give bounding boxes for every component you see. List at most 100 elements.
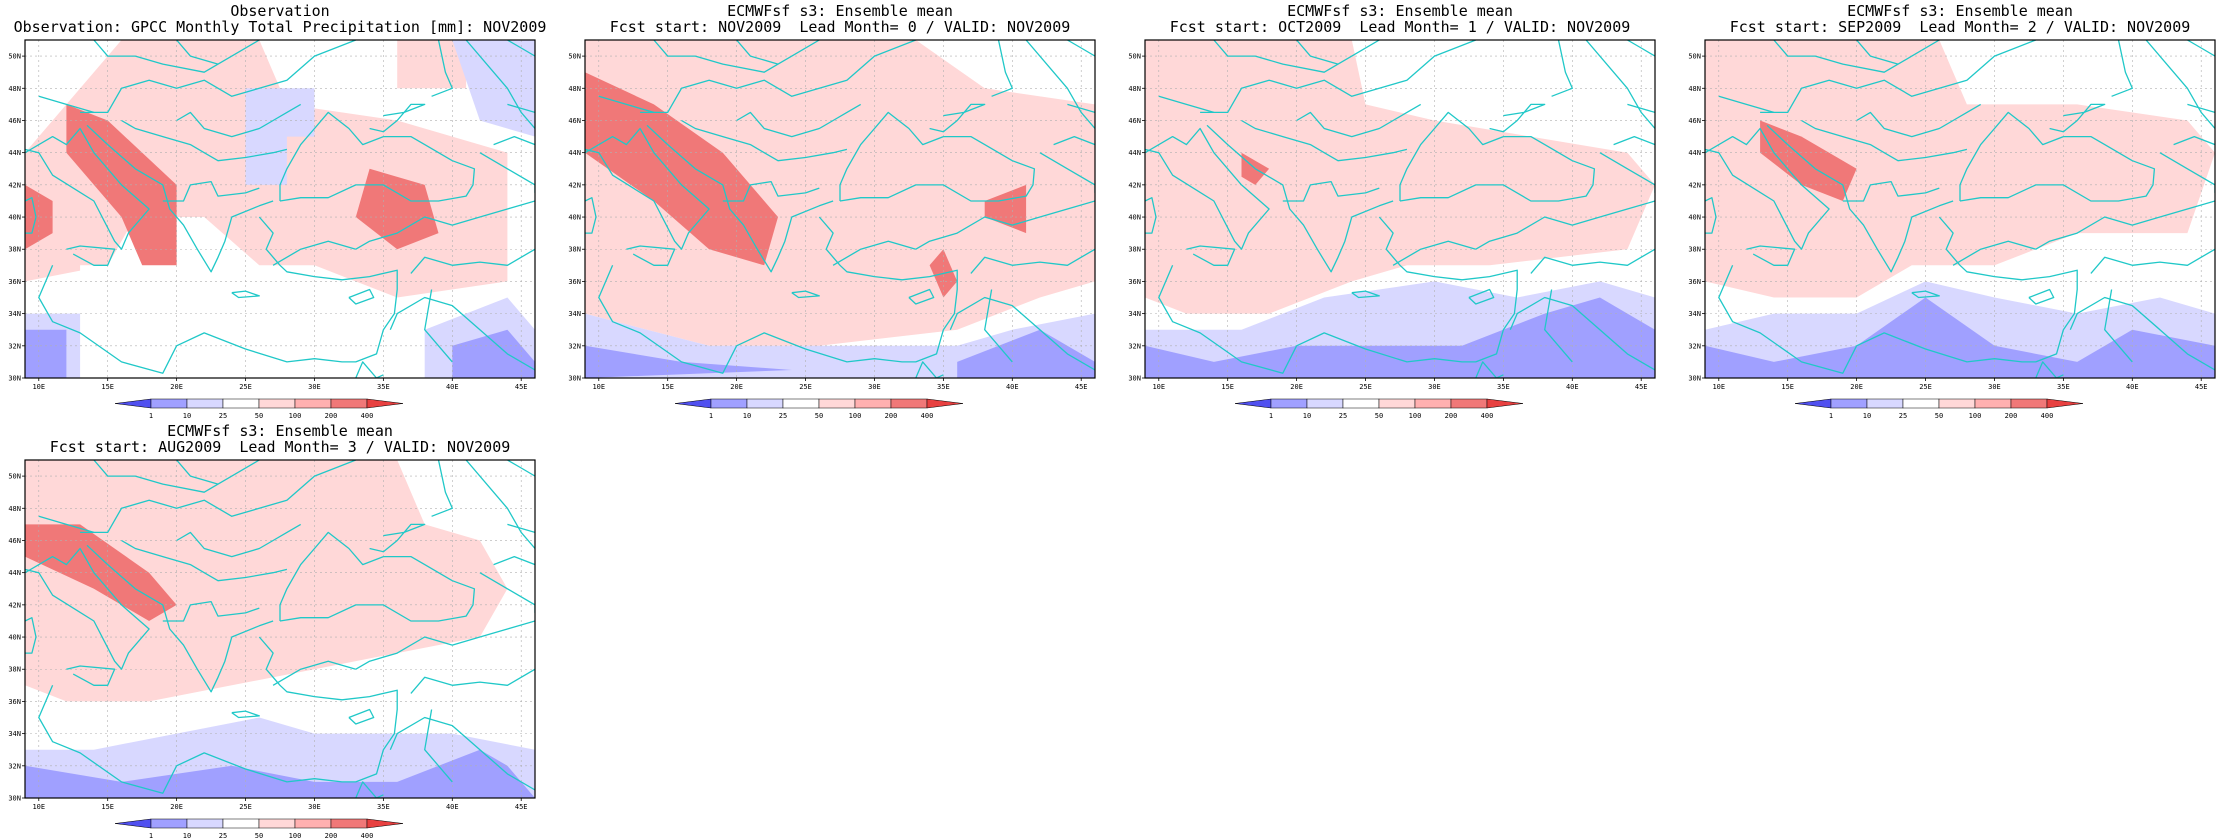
- graticule: [25, 40, 535, 378]
- precip-area: [1145, 40, 1655, 314]
- lat-tick-label: 42N: [1688, 181, 1701, 189]
- precip-area: [452, 329, 535, 378]
- lat-tick-label: 50N: [568, 53, 581, 61]
- lon-tick-label: 25E: [1359, 383, 1372, 391]
- colorbar: 1 10 25 50 100 200 400: [1794, 398, 2084, 420]
- colorbar-label: 100: [289, 832, 302, 840]
- precip-area: [80, 265, 177, 378]
- lat-tick-label: 38N: [8, 666, 21, 674]
- lat-tick-label: 36N: [1688, 278, 1701, 286]
- lat-tick-label: 50N: [1128, 53, 1141, 61]
- lat-tick-label: 36N: [568, 278, 581, 286]
- colorbar-label: 200: [885, 412, 898, 420]
- colorbar-segment: [150, 818, 188, 829]
- lon-tick-label: 40E: [446, 803, 459, 811]
- lat-tick-label: 50N: [8, 53, 21, 61]
- precip-area: [452, 40, 535, 137]
- precip-area: [1705, 40, 2215, 298]
- panel-title: ECMWFsf s3: Ensemble mean: [167, 422, 393, 440]
- colorbar-label: 100: [1969, 412, 1982, 420]
- colorbar-label: 1: [1829, 412, 1833, 420]
- coastlines: [1145, 40, 1655, 378]
- precip-area: [957, 329, 1095, 378]
- colorbar: 1 10 25 50 100 200 400: [114, 398, 404, 420]
- lat-tick-label: 42N: [1128, 181, 1141, 189]
- lat-tick-label: 42N: [8, 181, 21, 189]
- lat-tick-label: 30N: [568, 375, 581, 383]
- lat-tick-label: 38N: [8, 246, 21, 254]
- lat-tick-label: 36N: [8, 698, 21, 706]
- lat-tick-label: 38N: [1128, 246, 1141, 254]
- lon-tick-label: 20E: [730, 383, 743, 391]
- colorbar-segment: [818, 398, 856, 409]
- colorbar-label: 25: [219, 412, 227, 420]
- colorbar-label: 100: [849, 412, 862, 420]
- colorbar-label: 10: [183, 412, 191, 420]
- colorbar-segment: [890, 398, 928, 409]
- lon-tick-label: 45E: [515, 383, 528, 391]
- lat-tick-label: 48N: [1688, 85, 1701, 93]
- lat-tick-label: 44N: [8, 149, 21, 157]
- colorbar-segment: [222, 818, 260, 829]
- lat-tick-label: 44N: [8, 569, 21, 577]
- lat-tick-label: 48N: [8, 505, 21, 513]
- lon-tick-label: 20E: [1850, 383, 1863, 391]
- lat-tick-label: 36N: [8, 278, 21, 286]
- lat-tick-label: 32N: [1688, 342, 1701, 350]
- graticule: [25, 460, 535, 798]
- lon-tick-label: 15E: [101, 803, 114, 811]
- lon-tick-label: 30E: [1988, 383, 2001, 391]
- colorbar-segment: [1866, 398, 1904, 409]
- lon-tick-label: 10E: [32, 383, 45, 391]
- colorbar-label: 400: [361, 412, 374, 420]
- lat-tick-label: 48N: [8, 85, 21, 93]
- lon-tick-label: 15E: [661, 383, 674, 391]
- lat-tick-label: 40N: [8, 214, 21, 222]
- colorbar-segment: [1270, 398, 1308, 409]
- precip-area: [585, 345, 792, 378]
- map-panel: Observation Observation: GPCC Monthly Tot…: [0, 0, 560, 421]
- precip-area: [204, 297, 315, 378]
- lon-tick-label: 10E: [1712, 383, 1725, 391]
- lon-tick-label: 40E: [2126, 383, 2139, 391]
- lon-tick-label: 40E: [1566, 383, 1579, 391]
- lat-tick-label: 50N: [8, 473, 21, 481]
- lat-tick-label: 34N: [8, 310, 21, 318]
- lon-tick-label: 35E: [2057, 383, 2070, 391]
- panel-subtitle: Fcst start: SEP2009 Lead Month= 2 / VALI…: [1729, 18, 2191, 36]
- lat-tick-label: 40N: [1688, 214, 1701, 222]
- precipitation-map: 10E 15E 20E 25E 30E 35E 40E 45E 30N 32N 34N 36N 38N 4…: [8, 39, 536, 420]
- colorbar: 1 10 25 50 100 200 400: [1234, 398, 1524, 420]
- lat-tick-label: 44N: [1688, 149, 1701, 157]
- lat-tick-label: 32N: [568, 342, 581, 350]
- colorbar-segment: [2010, 398, 2048, 409]
- colorbar-segment: [746, 398, 784, 409]
- map-frame: [24, 39, 536, 379]
- colorbar-label: 25: [219, 832, 227, 840]
- lon-tick-label: 20E: [170, 803, 183, 811]
- map-frame: [1144, 39, 1656, 379]
- lat-tick-label: 32N: [8, 342, 21, 350]
- colorbar-label: 1: [1269, 412, 1273, 420]
- lat-tick-label: 30N: [1128, 375, 1141, 383]
- colorbar-label: 50: [255, 412, 263, 420]
- precip-area: [1145, 297, 1655, 378]
- colorbar-segment: [258, 818, 296, 829]
- lon-tick-label: 10E: [592, 383, 605, 391]
- lat-tick-label: 30N: [8, 375, 21, 383]
- colorbar-label: 10: [743, 412, 751, 420]
- colorbar-label: 400: [2041, 412, 2054, 420]
- precipitation-map: 10E 15E 20E 25E 30E 35E 40E 45E 30N 32N 34N 36N 38N 4…: [568, 39, 1096, 420]
- coastlines: [25, 40, 535, 378]
- precip-area: [1705, 297, 2215, 378]
- precip-area: [397, 40, 467, 89]
- panel-subtitle: Fcst start: OCT2009 Lead Month= 1 / VALI…: [1169, 18, 1631, 36]
- lat-tick-label: 42N: [568, 181, 581, 189]
- lat-tick-label: 34N: [1688, 310, 1701, 318]
- colorbar-segment: [1342, 398, 1380, 409]
- lon-tick-label: 15E: [101, 383, 114, 391]
- colorbar-segment: [186, 818, 224, 829]
- colorbar-segment: [1902, 398, 1940, 409]
- colorbar-label: 50: [255, 832, 263, 840]
- colorbar-label: 25: [779, 412, 787, 420]
